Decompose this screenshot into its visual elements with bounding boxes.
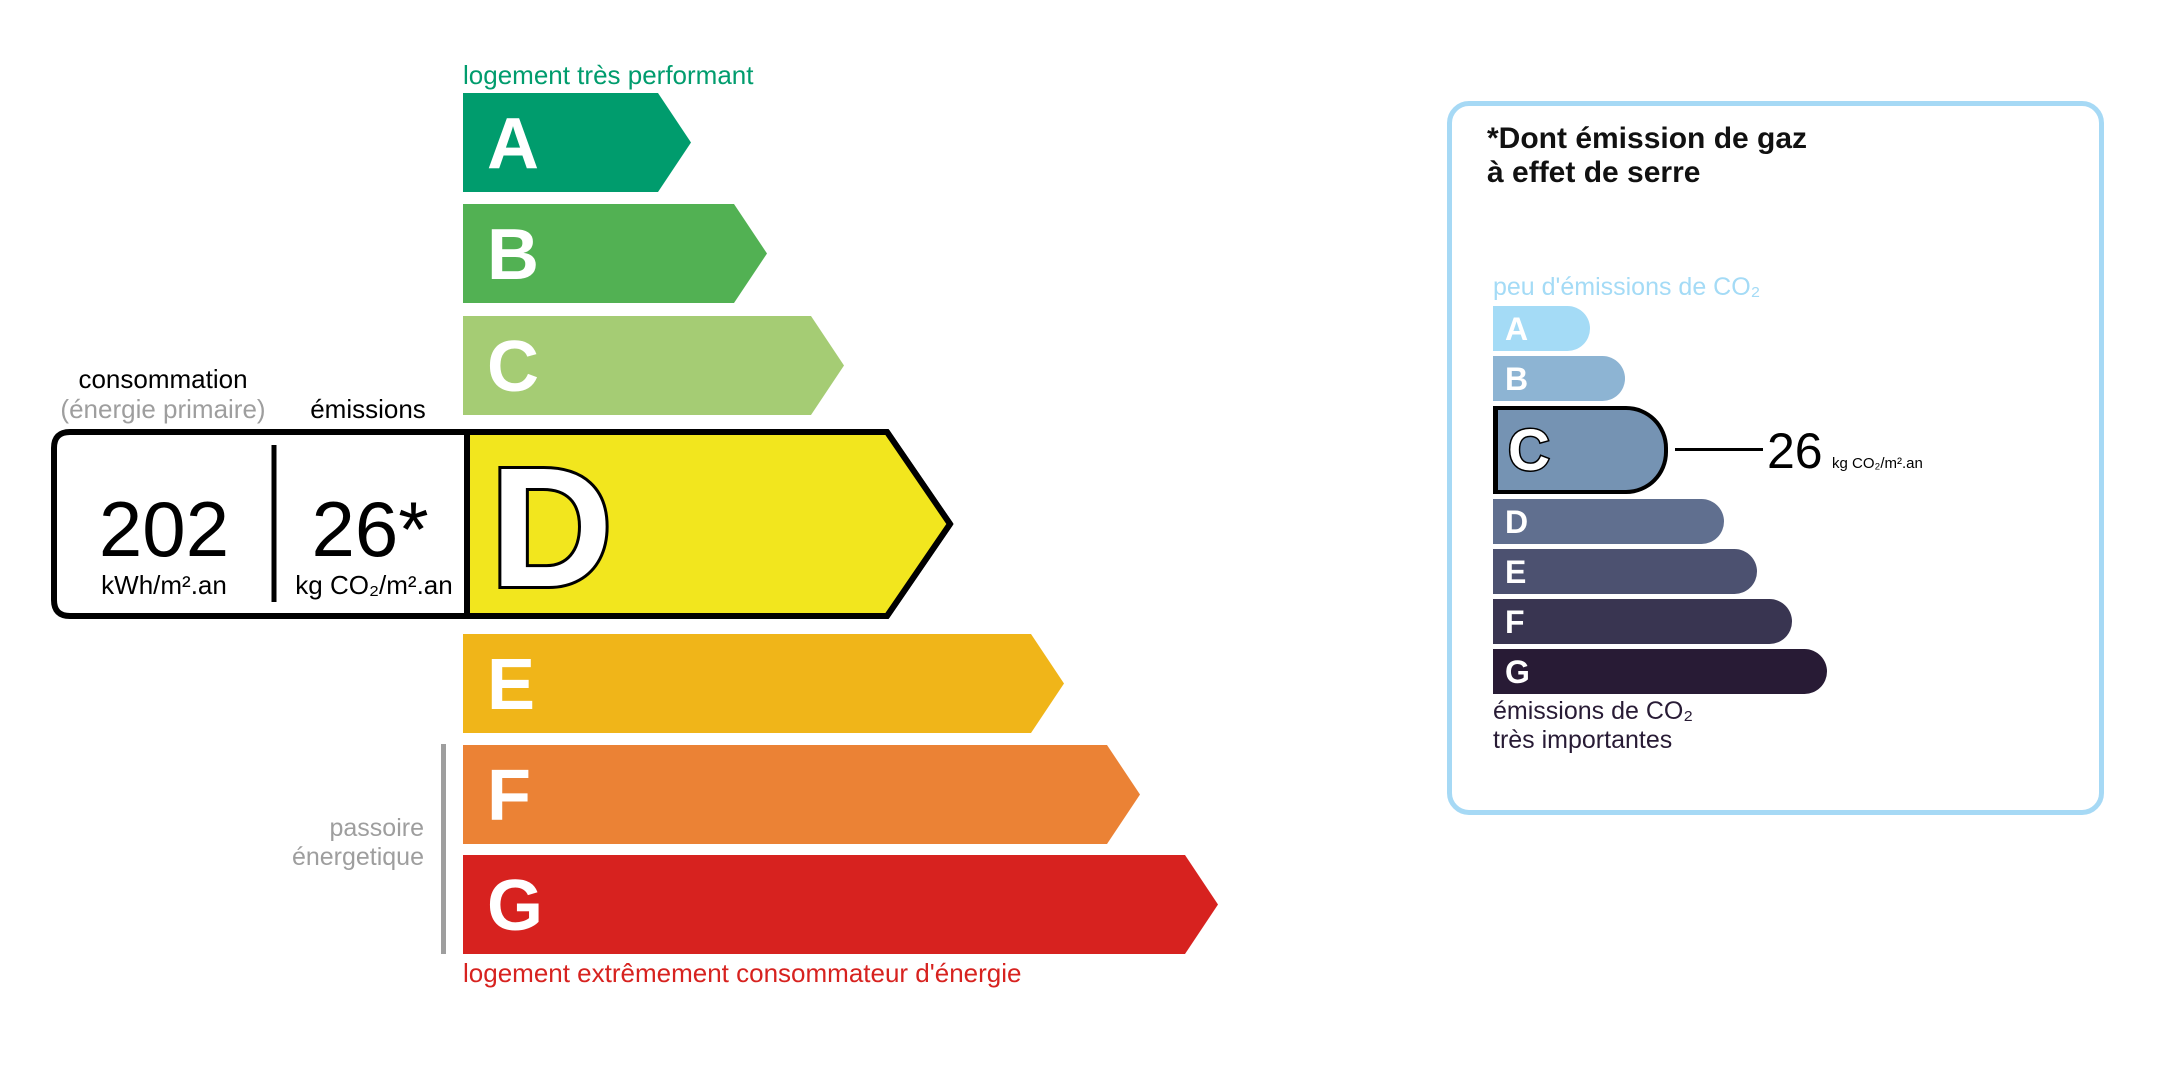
ges-unit: kg CO₂/m².an [1832, 455, 1923, 472]
passoire-bracket [441, 744, 446, 954]
dpe-letter-c: C [487, 327, 539, 407]
dpe-letter-f: F [487, 756, 531, 836]
dpe-letter-b: B [487, 215, 539, 295]
ges-letter-c: C [1507, 417, 1552, 485]
emissions-value: 26* [311, 485, 429, 573]
dpe-current-class-box: D [51, 429, 954, 620]
dpe-class-f: F [463, 745, 1140, 844]
ges-class-a: A [1493, 306, 1590, 351]
ges-class-b: B [1493, 356, 1625, 401]
dpe-letter-g: G [487, 866, 544, 946]
dpe-letter-a: A [487, 104, 539, 184]
ges-bottom-label-2: très importantes [1493, 726, 1673, 754]
ges-letter-d: D [1505, 504, 1529, 540]
passoire-label-2: énergetique [291, 843, 424, 871]
ges-letter-a: A [1505, 311, 1529, 347]
dpe-letter-d: D [490, 433, 613, 620]
dpe-arrow-e [463, 634, 1064, 733]
dpe-bottom-label: logement extrêmement consommateur d'éner… [463, 958, 1022, 988]
dpe-class-e: E [463, 634, 1064, 733]
ges-value-connector [1675, 448, 1763, 451]
ges-class-g: G [1493, 649, 1827, 694]
ges-top-label: peu d'émissions de CO₂ [1493, 273, 1761, 301]
dpe-class-a: A [463, 93, 691, 192]
dpe-arrow-b [463, 204, 767, 303]
dpe-arrow-f [463, 745, 1140, 844]
emissions-unit: kg CO₂/m².an [295, 570, 453, 600]
ges-title-2: à effet de serre [1487, 156, 1701, 189]
dpe-class-b: B [463, 204, 767, 303]
dpe-class-c: C [463, 316, 844, 415]
dpe-top-label: logement très performant [463, 60, 754, 90]
ges-letter-f: F [1505, 604, 1525, 640]
consumption-label: consommation [78, 364, 248, 394]
consumption-sublabel: (énergie primaire) [60, 394, 266, 424]
ges-class-d: D [1493, 499, 1724, 544]
passoire-label-1: passoire [329, 814, 425, 842]
ges-letter-e: E [1505, 554, 1527, 590]
consumption-unit: kWh/m².an [101, 570, 227, 600]
ges-letter-b: B [1505, 361, 1529, 397]
dpe-arrow-a [463, 93, 691, 192]
ges-class-f: F [1493, 599, 1792, 644]
ges-letter-g: G [1505, 654, 1530, 690]
ges-value: 26 [1767, 423, 1823, 479]
ges-bottom-label-1: émissions de CO₂ [1493, 697, 1694, 725]
emissions-label: émissions [310, 394, 426, 424]
dpe-arrow-g [463, 855, 1218, 954]
ges-class-c: C [1493, 406, 1668, 494]
consumption-value: 202 [98, 485, 230, 573]
ges-panel [1447, 101, 2104, 815]
ges-title-1: *Dont émission de gaz [1487, 122, 1808, 155]
dpe-arrow-c [463, 316, 844, 415]
dpe-class-g: G [463, 855, 1218, 954]
ges-class-e: E [1493, 549, 1757, 594]
dpe-letter-e: E [487, 645, 536, 725]
